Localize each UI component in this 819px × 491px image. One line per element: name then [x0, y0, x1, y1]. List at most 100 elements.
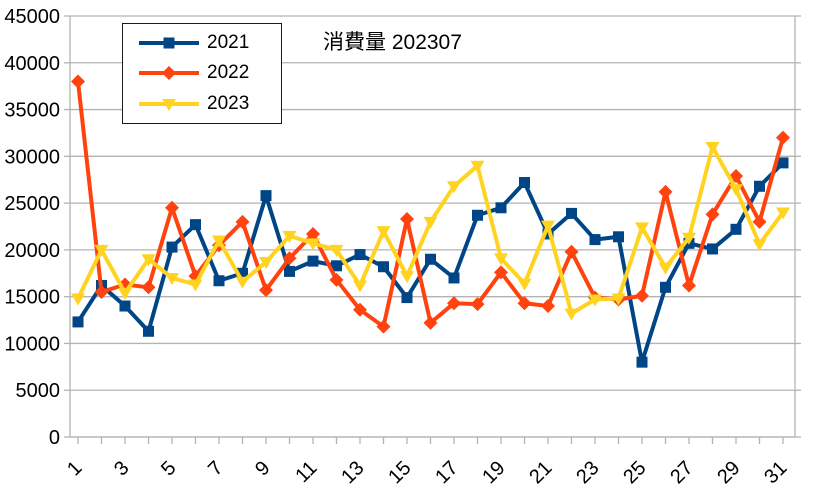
- data-point-square: [636, 356, 648, 368]
- data-point-diamond: [141, 280, 156, 295]
- data-point-diamond: [400, 212, 414, 227]
- data-point-square: [213, 275, 225, 287]
- x-axis-label: 15: [384, 457, 415, 488]
- data-point-square: [519, 177, 530, 189]
- y-axis-label: 20000: [4, 240, 60, 262]
- data-point-square: [260, 190, 272, 202]
- x-axis-label: 1: [63, 457, 86, 480]
- data-point-triangle: [141, 254, 156, 267]
- data-point-triangle: [259, 257, 273, 270]
- data-point-triangle: [235, 276, 250, 289]
- data-point-square: [307, 255, 319, 267]
- data-point-diamond: [705, 207, 720, 222]
- data-point-diamond: [423, 315, 438, 330]
- x-axis-label: 17: [431, 457, 462, 488]
- data-point-square: [589, 234, 601, 246]
- series-2021: [72, 157, 789, 368]
- x-axis-label: 25: [619, 457, 650, 488]
- data-point-triangle: [494, 253, 508, 266]
- x-axis-label: 9: [251, 457, 274, 480]
- data-point-triangle: [188, 279, 203, 292]
- data-point-triangle: [306, 238, 320, 251]
- legend: 2021 2022 2023: [122, 23, 282, 124]
- data-point-square: [401, 292, 413, 304]
- data-point-triangle: [376, 226, 391, 239]
- data-point-triangle: [611, 293, 626, 306]
- legend-item-2022: 2022: [137, 59, 281, 87]
- data-point-square: [166, 241, 178, 253]
- y-axis-label: 5000: [16, 380, 61, 402]
- data-point-triangle: [118, 287, 132, 300]
- data-point-triangle: [470, 160, 485, 173]
- data-point-square: [777, 157, 789, 169]
- data-point-triangle: [400, 271, 414, 284]
- x-axis-label: 29: [713, 457, 744, 488]
- data-point-triangle: [94, 244, 109, 257]
- data-point-triangle: [776, 207, 790, 220]
- y-axis-label: 25000: [4, 193, 60, 215]
- legend-label-2023: 2023: [207, 92, 250, 114]
- data-point-square: [190, 219, 201, 231]
- x-axis-label: 21: [525, 457, 556, 488]
- data-point-diamond: [447, 296, 461, 311]
- data-point-diamond: [682, 278, 696, 293]
- data-point-triangle: [329, 244, 344, 257]
- x-axis-label: 23: [572, 457, 603, 488]
- legend-symbol-2021: [139, 37, 199, 49]
- data-point-diamond: [658, 184, 673, 199]
- data-point-square: [495, 202, 507, 214]
- data-point-diamond: [541, 299, 555, 314]
- data-point-triangle: [729, 184, 743, 197]
- data-point-triangle: [165, 272, 179, 285]
- data-point-square: [472, 209, 483, 221]
- x-axis-label: 7: [204, 457, 227, 480]
- data-point-square: [613, 231, 624, 243]
- x-axis-label: 13: [337, 457, 368, 488]
- data-point-square: [331, 260, 342, 272]
- x-axis-label: 11: [291, 457, 321, 487]
- data-point-square: [730, 223, 742, 235]
- series-line-2023: [76, 144, 785, 316]
- data-point-triangle: [282, 230, 297, 243]
- data-point-square: [72, 316, 84, 328]
- data-point-diamond: [376, 319, 391, 334]
- x-axis-label: 27: [666, 457, 697, 488]
- data-point-triangle: [588, 294, 602, 307]
- chart-title: 消費量 202307: [323, 31, 462, 54]
- x-axis-label: 19: [478, 457, 509, 488]
- data-point-square: [163, 37, 175, 49]
- data-point-triangle: [517, 278, 532, 291]
- data-point-triangle: [541, 220, 555, 233]
- data-point-triangle: [682, 232, 696, 245]
- y-axis-label: 40000: [4, 53, 60, 75]
- data-point-square: [566, 207, 577, 219]
- data-point-triangle: [635, 222, 649, 235]
- legend-symbol-2022: [139, 66, 199, 81]
- legend-label-2021: 2021: [207, 32, 250, 54]
- data-point-diamond: [776, 130, 790, 145]
- legend-item-2021: 2021: [137, 29, 281, 57]
- data-point-triangle: [71, 293, 85, 306]
- y-axis-label: 35000: [4, 100, 60, 122]
- data-point-diamond: [165, 200, 179, 215]
- data-point-diamond: [635, 288, 649, 303]
- y-axis-label: 0: [49, 427, 60, 449]
- data-point-triangle: [353, 280, 367, 293]
- data-point-triangle: [658, 262, 673, 275]
- data-point-triangle: [705, 141, 720, 154]
- data-point-diamond: [162, 66, 176, 81]
- data-point-diamond: [235, 214, 250, 229]
- series-2023: [71, 141, 790, 321]
- x-axis-label: 31: [760, 457, 791, 488]
- data-point-square: [378, 261, 389, 273]
- data-point-diamond: [752, 214, 767, 229]
- y-axis-label: 30000: [4, 146, 60, 168]
- y-axis-label: 10000: [4, 333, 60, 355]
- y-axis-label: 45000: [4, 6, 60, 28]
- data-point-diamond: [94, 284, 109, 299]
- x-axis-label: 3: [110, 457, 133, 480]
- data-point-square: [119, 300, 131, 312]
- data-point-diamond: [494, 265, 508, 280]
